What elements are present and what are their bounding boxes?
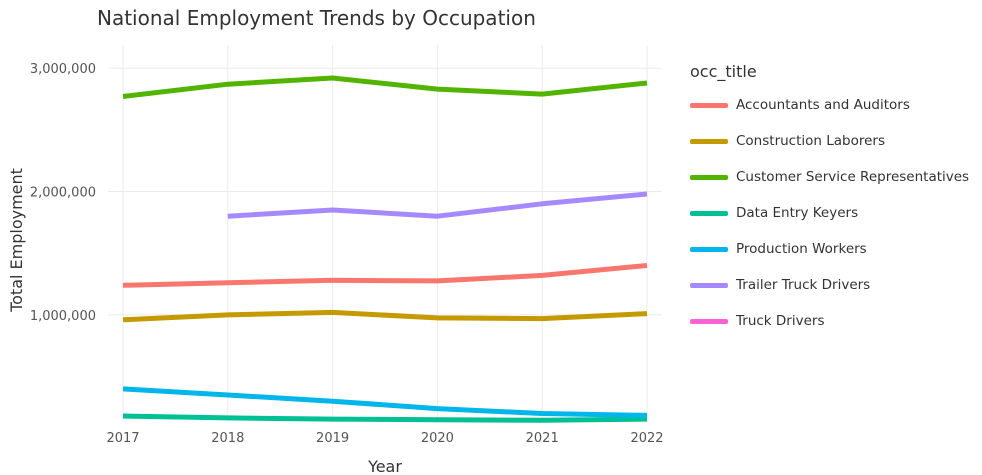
series-line-construction-laborers [122,309,648,323]
legend-item[interactable]: Accountants and Auditors [690,87,969,123]
series-line-accountants-and-auditors [122,263,648,288]
legend-item[interactable]: Customer Service Representatives [690,159,969,195]
series-line-trailer-truck-drivers [227,191,648,219]
legend-item[interactable]: Trailer Truck Drivers [690,267,969,303]
legend-label: Production Workers [736,241,867,257]
legend-swatch [690,102,728,108]
legend-swatch [690,318,728,324]
legend-item[interactable]: Truck Drivers [690,303,969,339]
series-line-customer-service-representatives [122,75,648,99]
legend-swatch [690,246,728,252]
legend: occ_title Accountants and Auditors Constr… [690,62,969,339]
y-tick-label: 2,000,000 [30,186,96,201]
series-line-data-entry-keyers [122,413,648,423]
y-axis-title: Total Employment [7,168,26,313]
y-tick-labels: 1,000,000 2,000,000 3,000,000 [30,62,96,324]
x-tick-labels: 2017 2018 2019 2020 2021 2022 [106,431,663,446]
chart-title: National Employment Trends by Occupation [97,6,536,30]
legend-item[interactable]: Data Entry Keyers [690,195,969,231]
x-tick-label: 2017 [106,431,139,446]
legend-item[interactable]: Production Workers [690,231,969,267]
legend-label: Construction Laborers [736,133,886,149]
y-tick-label: 3,000,000 [30,62,96,77]
legend-swatch [690,174,728,180]
legend-label: Truck Drivers [736,313,825,329]
legend-item[interactable]: Construction Laborers [690,123,969,159]
legend-label: Data Entry Keyers [736,205,859,221]
x-tick-label: 2020 [421,431,454,446]
series-line-production-workers [122,386,648,418]
x-tick-label: 2022 [630,431,663,446]
legend-label: Trailer Truck Drivers [736,277,871,293]
legend-swatch [690,282,728,288]
x-tick-label: 2019 [316,431,349,446]
grid-lines [108,45,662,422]
x-axis-title: Year [367,457,402,475]
legend-label: Customer Service Representatives [736,169,970,185]
legend-title: occ_title [690,62,757,81]
legend-swatch [690,210,728,216]
x-tick-label: 2021 [526,431,559,446]
legend-swatch [690,138,728,144]
series-lines [122,75,648,423]
y-tick-label: 1,000,000 [30,309,96,324]
legend-items: Accountants and Auditors Construction Lab… [690,87,969,339]
legend-label: Accountants and Auditors [736,97,910,113]
x-tick-label: 2018 [211,431,244,446]
